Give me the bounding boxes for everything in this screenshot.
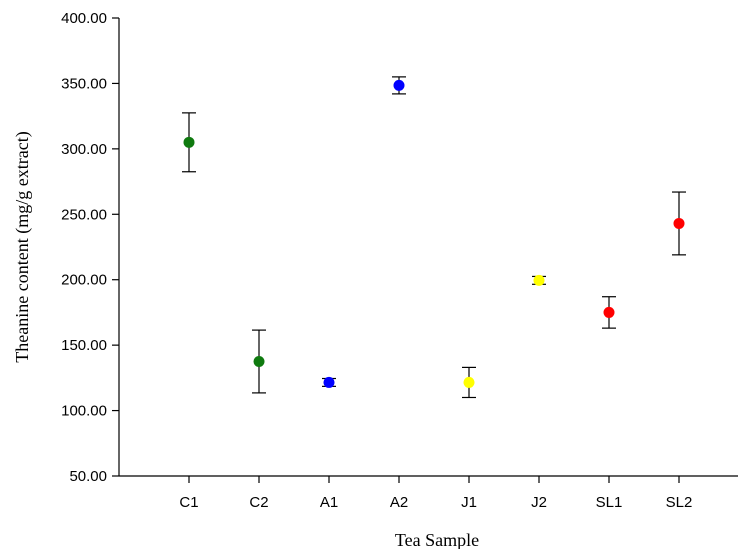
data-point-group — [462, 366, 476, 399]
axes — [118, 18, 738, 477]
data-point — [183, 136, 195, 148]
x-ticks: C1 C2 A1 A2 J1 J2 SL1 SL2 — [179, 476, 692, 511]
data-point-group — [182, 112, 196, 173]
x-tick-label: C2 — [249, 494, 268, 511]
y-tick-label: 250.00 — [61, 206, 107, 223]
y-tick-label: 50.00 — [69, 468, 107, 485]
data-point-group — [602, 296, 616, 329]
y-tick-label: 100.00 — [61, 403, 107, 420]
x-tick-label: SL1 — [596, 494, 623, 511]
data-point — [603, 306, 615, 318]
y-tick-label: 350.00 — [61, 75, 107, 92]
y-tick-label: 150.00 — [61, 337, 107, 354]
data-point — [463, 376, 475, 388]
data-point — [253, 356, 265, 367]
data-point-group — [252, 329, 266, 394]
data-point — [533, 274, 545, 286]
x-tick-label: A1 — [320, 494, 338, 511]
data-point — [673, 217, 685, 229]
y-axis-label: Theanine content (mg/g extract) — [12, 131, 33, 362]
y-ticks: 50.00 100.00 150.00 200.00 250.00 300.00 350.0… — [61, 10, 119, 485]
y-tick-label: 300.00 — [61, 141, 107, 158]
data-point-group — [672, 191, 686, 256]
x-tick-label: J1 — [461, 494, 477, 511]
data-point — [323, 376, 335, 388]
y-tick-label: 200.00 — [61, 272, 107, 289]
data-marks — [182, 76, 686, 399]
data-point-group — [392, 76, 406, 95]
x-axis-label: Tea Sample — [395, 530, 479, 549]
x-tick-label: SL2 — [666, 494, 693, 511]
data-point-group — [532, 274, 546, 286]
data-point — [393, 79, 405, 91]
x-tick-label: J2 — [531, 494, 547, 511]
y-tick-label: 400.00 — [61, 10, 107, 27]
data-point-group — [322, 376, 336, 388]
x-tick-label: C1 — [179, 494, 198, 511]
x-tick-label: A2 — [390, 494, 408, 511]
